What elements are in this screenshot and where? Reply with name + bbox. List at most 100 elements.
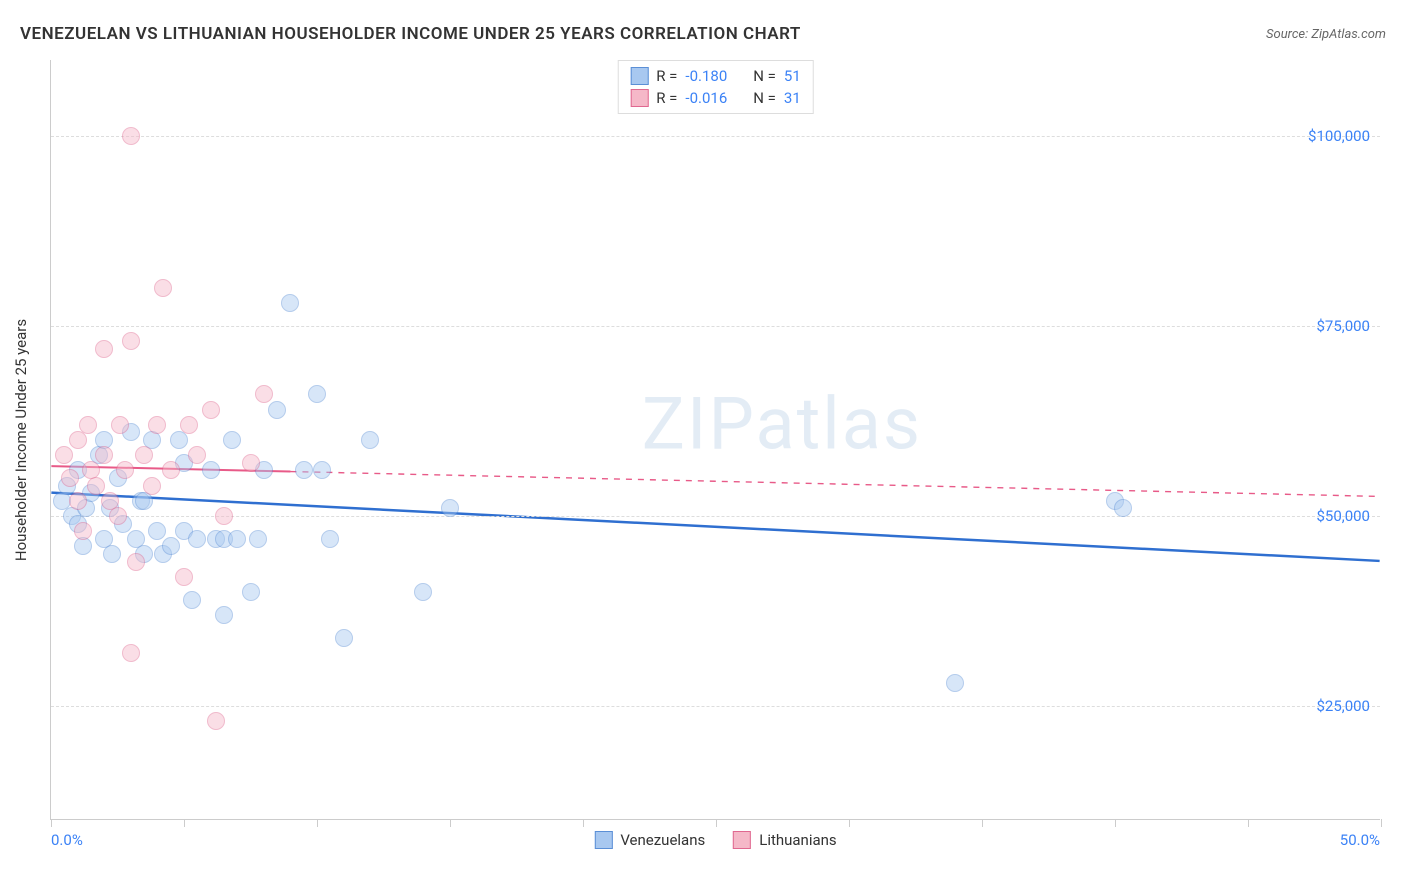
- scatter-point: [79, 416, 97, 434]
- x-tick: [1248, 819, 1249, 827]
- scatter-point: [55, 446, 73, 464]
- x-tick: [317, 819, 318, 827]
- scatter-point: [215, 606, 233, 624]
- x-tick: [51, 819, 52, 827]
- scatter-point: [180, 416, 198, 434]
- scatter-point: [69, 431, 87, 449]
- grid-line: [51, 326, 1380, 327]
- scatter-point: [109, 507, 127, 525]
- scatter-point: [207, 712, 225, 730]
- y-axis-title: Householder Income Under 25 years: [12, 318, 30, 560]
- scatter-point: [946, 674, 964, 692]
- scatter-point: [188, 446, 206, 464]
- stats-r-value: -0.016: [685, 89, 727, 107]
- chart-container: VENEZUELAN VS LITHUANIAN HOUSEHOLDER INC…: [0, 0, 1406, 892]
- stats-n-value: 31: [784, 89, 801, 107]
- stats-legend-box: R = -0.180 N = 51 R = -0.016 N = 31: [617, 60, 814, 114]
- scatter-point: [127, 553, 145, 571]
- y-tick-label: $25,000: [1316, 697, 1370, 715]
- legend-item: Venezuelans: [594, 831, 705, 849]
- x-axis-start-label: 0.0%: [51, 831, 83, 849]
- scatter-point: [202, 461, 220, 479]
- scatter-point: [111, 416, 129, 434]
- scatter-point: [148, 416, 166, 434]
- stats-row: R = -0.016 N = 31: [630, 87, 801, 109]
- trend-line-dashed: [290, 472, 1379, 497]
- scatter-point: [268, 401, 286, 419]
- scatter-point: [95, 340, 113, 358]
- scatter-point: [1114, 499, 1132, 517]
- stats-n-value: 51: [784, 67, 801, 85]
- scatter-point: [249, 530, 267, 548]
- scatter-point: [215, 507, 233, 525]
- x-tick: [1381, 819, 1382, 827]
- x-tick: [849, 819, 850, 827]
- scatter-point: [61, 469, 79, 487]
- scatter-point: [87, 477, 105, 495]
- watermark: ZIPatlas: [642, 382, 922, 467]
- y-tick-label: $100,000: [1308, 127, 1370, 145]
- scatter-point: [135, 446, 153, 464]
- scatter-point: [170, 431, 188, 449]
- legend-item: Lithuanians: [733, 831, 836, 849]
- scatter-point: [154, 279, 172, 297]
- scatter-point: [202, 401, 220, 419]
- scatter-point: [122, 332, 140, 350]
- x-axis-end-label: 50.0%: [1340, 831, 1380, 849]
- scatter-point: [143, 477, 161, 495]
- chart-title: VENEZUELAN VS LITHUANIAN HOUSEHOLDER INC…: [20, 24, 801, 44]
- scatter-point: [148, 522, 166, 540]
- legend-label: Venezuelans: [620, 831, 705, 849]
- scatter-point: [122, 644, 140, 662]
- source-attribution: Source: ZipAtlas.com: [1266, 27, 1386, 42]
- stats-r-label: R =: [656, 89, 677, 107]
- scatter-point: [95, 446, 113, 464]
- stats-r-label: R =: [656, 67, 677, 85]
- scatter-point: [116, 461, 134, 479]
- scatter-point: [414, 583, 432, 601]
- scatter-point: [74, 522, 92, 540]
- stats-n-label: N =: [753, 67, 776, 85]
- scatter-point: [162, 461, 180, 479]
- grid-line: [51, 516, 1380, 517]
- x-tick: [184, 819, 185, 827]
- scatter-point: [183, 591, 201, 609]
- stats-r-value: -0.180: [685, 67, 727, 85]
- scatter-point: [441, 499, 459, 517]
- scatter-point: [69, 492, 87, 510]
- scatter-point: [103, 545, 121, 563]
- scatter-point: [361, 431, 379, 449]
- header-row: VENEZUELAN VS LITHUANIAN HOUSEHOLDER INC…: [20, 24, 1386, 44]
- scatter-point: [175, 568, 193, 586]
- series-legend: Venezuelans Lithuanians: [594, 831, 836, 849]
- stats-n-label: N =: [753, 89, 776, 107]
- grid-line: [51, 706, 1380, 707]
- scatter-point: [223, 431, 241, 449]
- y-tick-label: $75,000: [1316, 317, 1370, 335]
- legend-label: Lithuanians: [759, 831, 836, 849]
- trend-line-solid: [51, 493, 1379, 561]
- scatter-point: [122, 127, 140, 145]
- x-tick: [450, 819, 451, 827]
- scatter-point: [313, 461, 331, 479]
- scatter-point: [255, 385, 273, 403]
- series-swatch: [630, 67, 648, 85]
- x-tick: [583, 819, 584, 827]
- scatter-point: [335, 629, 353, 647]
- scatter-point: [308, 385, 326, 403]
- grid-line: [51, 136, 1380, 137]
- scatter-point: [321, 530, 339, 548]
- scatter-point: [228, 530, 246, 548]
- scatter-point: [281, 294, 299, 312]
- y-tick-label: $50,000: [1316, 507, 1370, 525]
- scatter-point: [295, 461, 313, 479]
- series-swatch: [630, 89, 648, 107]
- scatter-point: [162, 537, 180, 555]
- x-tick: [1115, 819, 1116, 827]
- scatter-point: [188, 530, 206, 548]
- legend-swatch: [733, 831, 751, 849]
- scatter-point: [242, 454, 260, 472]
- scatter-point: [242, 583, 260, 601]
- stats-row: R = -0.180 N = 51: [630, 65, 801, 87]
- x-tick: [716, 819, 717, 827]
